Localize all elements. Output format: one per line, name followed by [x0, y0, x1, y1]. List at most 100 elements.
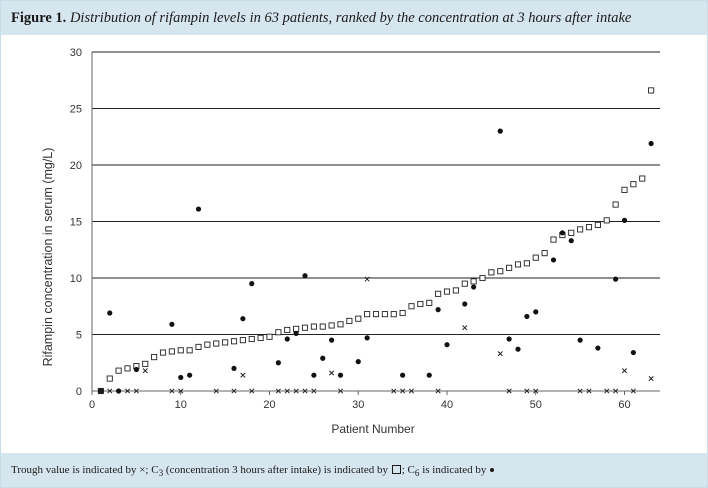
- trough-point: [302, 388, 308, 394]
- trough-point: [391, 388, 397, 394]
- c6-point: [302, 273, 308, 279]
- footnote-c6-text: ; C: [401, 464, 415, 476]
- c3-point: [399, 309, 406, 317]
- trough-cross-stroke: [577, 388, 583, 394]
- trough-point: [577, 388, 583, 394]
- c3-point: [648, 87, 655, 94]
- tick-labels: 0 5 10 15 20 25 30 0 10 20 30 40 50 60: [70, 47, 631, 411]
- dot-marker-icon: [490, 468, 495, 472]
- trough-point: [497, 351, 503, 357]
- c6-point: [444, 342, 450, 348]
- trough-point: [311, 388, 317, 394]
- trough-cross-stroke: [284, 388, 290, 394]
- trough-point: [337, 388, 344, 394]
- trough-point: [329, 370, 335, 376]
- c3-point: [408, 303, 415, 310]
- c3-point: [328, 322, 335, 329]
- x-axis-label: Patient Number: [331, 422, 414, 436]
- trough-point: [240, 372, 246, 378]
- c3-point: [612, 201, 619, 208]
- trough-cross-stroke: [506, 388, 512, 394]
- c3-point: [381, 311, 388, 318]
- data-points: [97, 87, 655, 395]
- c6-point: [133, 366, 139, 373]
- c3-point: [142, 360, 149, 367]
- trough-cross-stroke: [462, 325, 468, 331]
- c3-point: [497, 268, 504, 275]
- trough-point: [231, 388, 237, 394]
- c6-point: [471, 284, 477, 290]
- c6-point: [364, 335, 370, 341]
- trough-point: [506, 388, 512, 394]
- legend-footnote: Trough value is indicated by ×; C3 (conc…: [11, 464, 495, 478]
- trough-point: [284, 388, 290, 394]
- trough-point: [124, 388, 131, 394]
- c6-point: [355, 359, 361, 365]
- trough-cross-stroke: [337, 388, 344, 394]
- c3-point: [568, 229, 575, 236]
- trough-cross-stroke: [98, 388, 104, 394]
- c3-point: [257, 334, 264, 341]
- c3-point: [301, 324, 309, 331]
- c3-point: [186, 347, 193, 354]
- figure-header: Figure 1. Distribution of rifampin level…: [1, 1, 707, 35]
- c3-point: [417, 300, 424, 308]
- c6-point: [116, 388, 122, 394]
- y-tick-label: 25: [70, 104, 82, 116]
- trough-point: [364, 276, 370, 282]
- c6-point: [311, 372, 317, 378]
- y-tick-label: 20: [70, 160, 82, 172]
- trough-point: [249, 388, 255, 394]
- c3-point: [550, 236, 557, 243]
- trough-point: [621, 368, 628, 374]
- c3-point: [248, 335, 255, 343]
- c6-point: [621, 217, 628, 223]
- c3-point: [426, 299, 433, 306]
- c6-point: [195, 206, 202, 212]
- x-tick-label: 40: [441, 399, 453, 411]
- trough-cross-stroke: [329, 370, 335, 376]
- trough-cross-stroke: [408, 388, 415, 394]
- c3-point: [523, 260, 530, 267]
- c6-point: [630, 349, 636, 356]
- c3-point: [159, 349, 167, 356]
- c3-point: [222, 339, 229, 346]
- c3-point: [390, 311, 397, 318]
- footnote-c3-subscript: 3: [158, 468, 164, 479]
- c3-point: [364, 311, 371, 318]
- figure-footer: Trough value is indicated by ×; C3 (conc…: [1, 453, 707, 487]
- c3-point: [435, 290, 442, 297]
- trough-cross-stroke: [169, 388, 175, 394]
- c6-point: [400, 372, 406, 378]
- trough-point: [107, 388, 113, 394]
- trough-point: [213, 388, 219, 394]
- trough-point: [293, 388, 299, 394]
- c6-point: [506, 336, 512, 342]
- c6-point: [107, 310, 113, 316]
- y-tick-label: 10: [70, 273, 82, 285]
- plot-area-background: [1, 35, 707, 453]
- trough-cross-stroke: [435, 388, 441, 394]
- trough-cross-stroke: [240, 372, 246, 378]
- c6-point: [249, 281, 255, 287]
- c3-point: [621, 186, 628, 193]
- trough-cross-stroke: [364, 276, 370, 282]
- c6-point: [320, 355, 326, 361]
- c3-point: [479, 274, 486, 282]
- y-tick-label: 30: [70, 47, 82, 59]
- c6-point: [497, 128, 503, 134]
- c3-point: [506, 264, 513, 271]
- trough-cross-stroke: [648, 376, 654, 382]
- trough-point: [586, 388, 592, 394]
- c6-point: [337, 372, 344, 378]
- c3-point: [603, 217, 610, 224]
- figure-label: Figure 1.: [11, 10, 67, 26]
- trough-cross-stroke: [133, 388, 139, 394]
- trough-cross-stroke: [231, 388, 237, 394]
- c3-point: [177, 347, 184, 354]
- c3-point: [337, 321, 344, 328]
- c3-point: [213, 340, 220, 347]
- c3-point: [195, 343, 202, 350]
- x-tick-label: 60: [618, 399, 630, 411]
- footnote-c6-subscript: 6: [414, 468, 420, 479]
